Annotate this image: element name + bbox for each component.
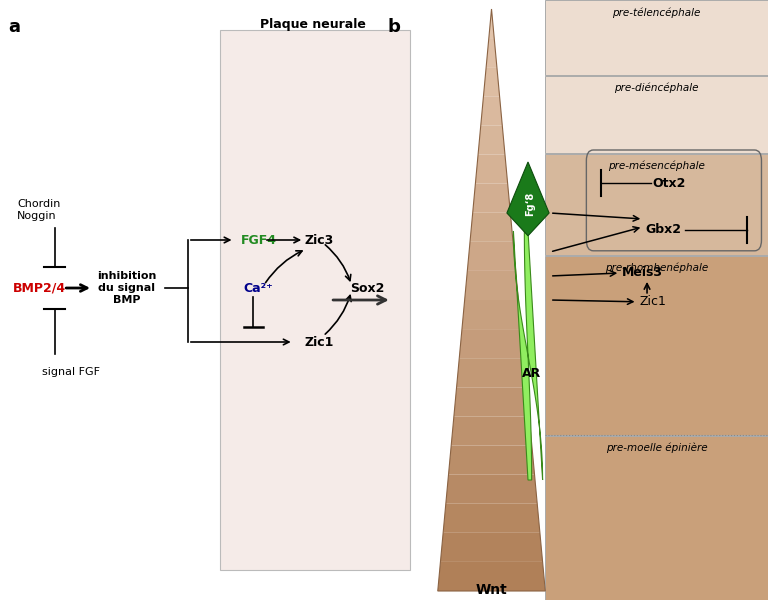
Polygon shape — [467, 242, 516, 271]
Polygon shape — [470, 213, 513, 242]
Bar — [545, 154, 768, 255]
Polygon shape — [454, 388, 529, 416]
Bar — [545, 436, 768, 600]
Polygon shape — [472, 184, 510, 213]
Text: a: a — [8, 18, 21, 36]
Polygon shape — [481, 96, 502, 125]
Text: Chordin
Noggin: Chordin Noggin — [17, 199, 60, 221]
Text: pre-mésencéphale: pre-mésencéphale — [608, 161, 705, 172]
Polygon shape — [445, 475, 538, 504]
Polygon shape — [459, 329, 524, 358]
Text: signal FGF: signal FGF — [42, 367, 101, 377]
Polygon shape — [465, 271, 518, 300]
Polygon shape — [507, 162, 549, 236]
Bar — [545, 76, 768, 153]
Text: pre-moelle épinière: pre-moelle épinière — [606, 443, 707, 454]
Text: Sox2: Sox2 — [350, 281, 385, 295]
Polygon shape — [488, 9, 495, 38]
Text: Fg‘8: Fg‘8 — [525, 192, 535, 216]
Text: Gbx2: Gbx2 — [645, 223, 681, 236]
Text: AR: AR — [522, 367, 541, 380]
Text: FGF4: FGF4 — [241, 233, 276, 247]
Text: Zic3: Zic3 — [304, 233, 333, 247]
Text: Zic1: Zic1 — [639, 295, 666, 308]
Text: Zic1: Zic1 — [304, 335, 333, 349]
Polygon shape — [443, 504, 540, 533]
Text: pre-diéncéphale: pre-diéncéphale — [614, 83, 699, 93]
Text: pre-rhombenéphale: pre-rhombenéphale — [605, 263, 708, 274]
Polygon shape — [513, 231, 542, 480]
Polygon shape — [486, 38, 497, 67]
Text: inhibition
du signal
BMP: inhibition du signal BMP — [97, 271, 157, 305]
Text: Wnt: Wnt — [475, 583, 508, 597]
Polygon shape — [452, 416, 531, 445]
Polygon shape — [441, 533, 542, 562]
Polygon shape — [478, 125, 505, 155]
Text: Otx2: Otx2 — [653, 176, 686, 190]
Polygon shape — [456, 358, 526, 388]
Text: BMP2/4: BMP2/4 — [12, 281, 66, 295]
Polygon shape — [462, 300, 521, 329]
Text: Meis3: Meis3 — [622, 266, 663, 280]
Polygon shape — [475, 155, 508, 184]
Polygon shape — [449, 445, 535, 475]
Bar — [545, 0, 768, 75]
Bar — [545, 256, 768, 435]
Text: b: b — [388, 18, 401, 36]
Bar — [220, 30, 410, 570]
Text: Plaque neurale: Plaque neurale — [260, 18, 366, 31]
Text: pre-télencéphale: pre-télencéphale — [612, 7, 701, 17]
Polygon shape — [438, 562, 545, 591]
Polygon shape — [484, 67, 499, 96]
Text: Ca²⁺: Ca²⁺ — [243, 281, 273, 295]
